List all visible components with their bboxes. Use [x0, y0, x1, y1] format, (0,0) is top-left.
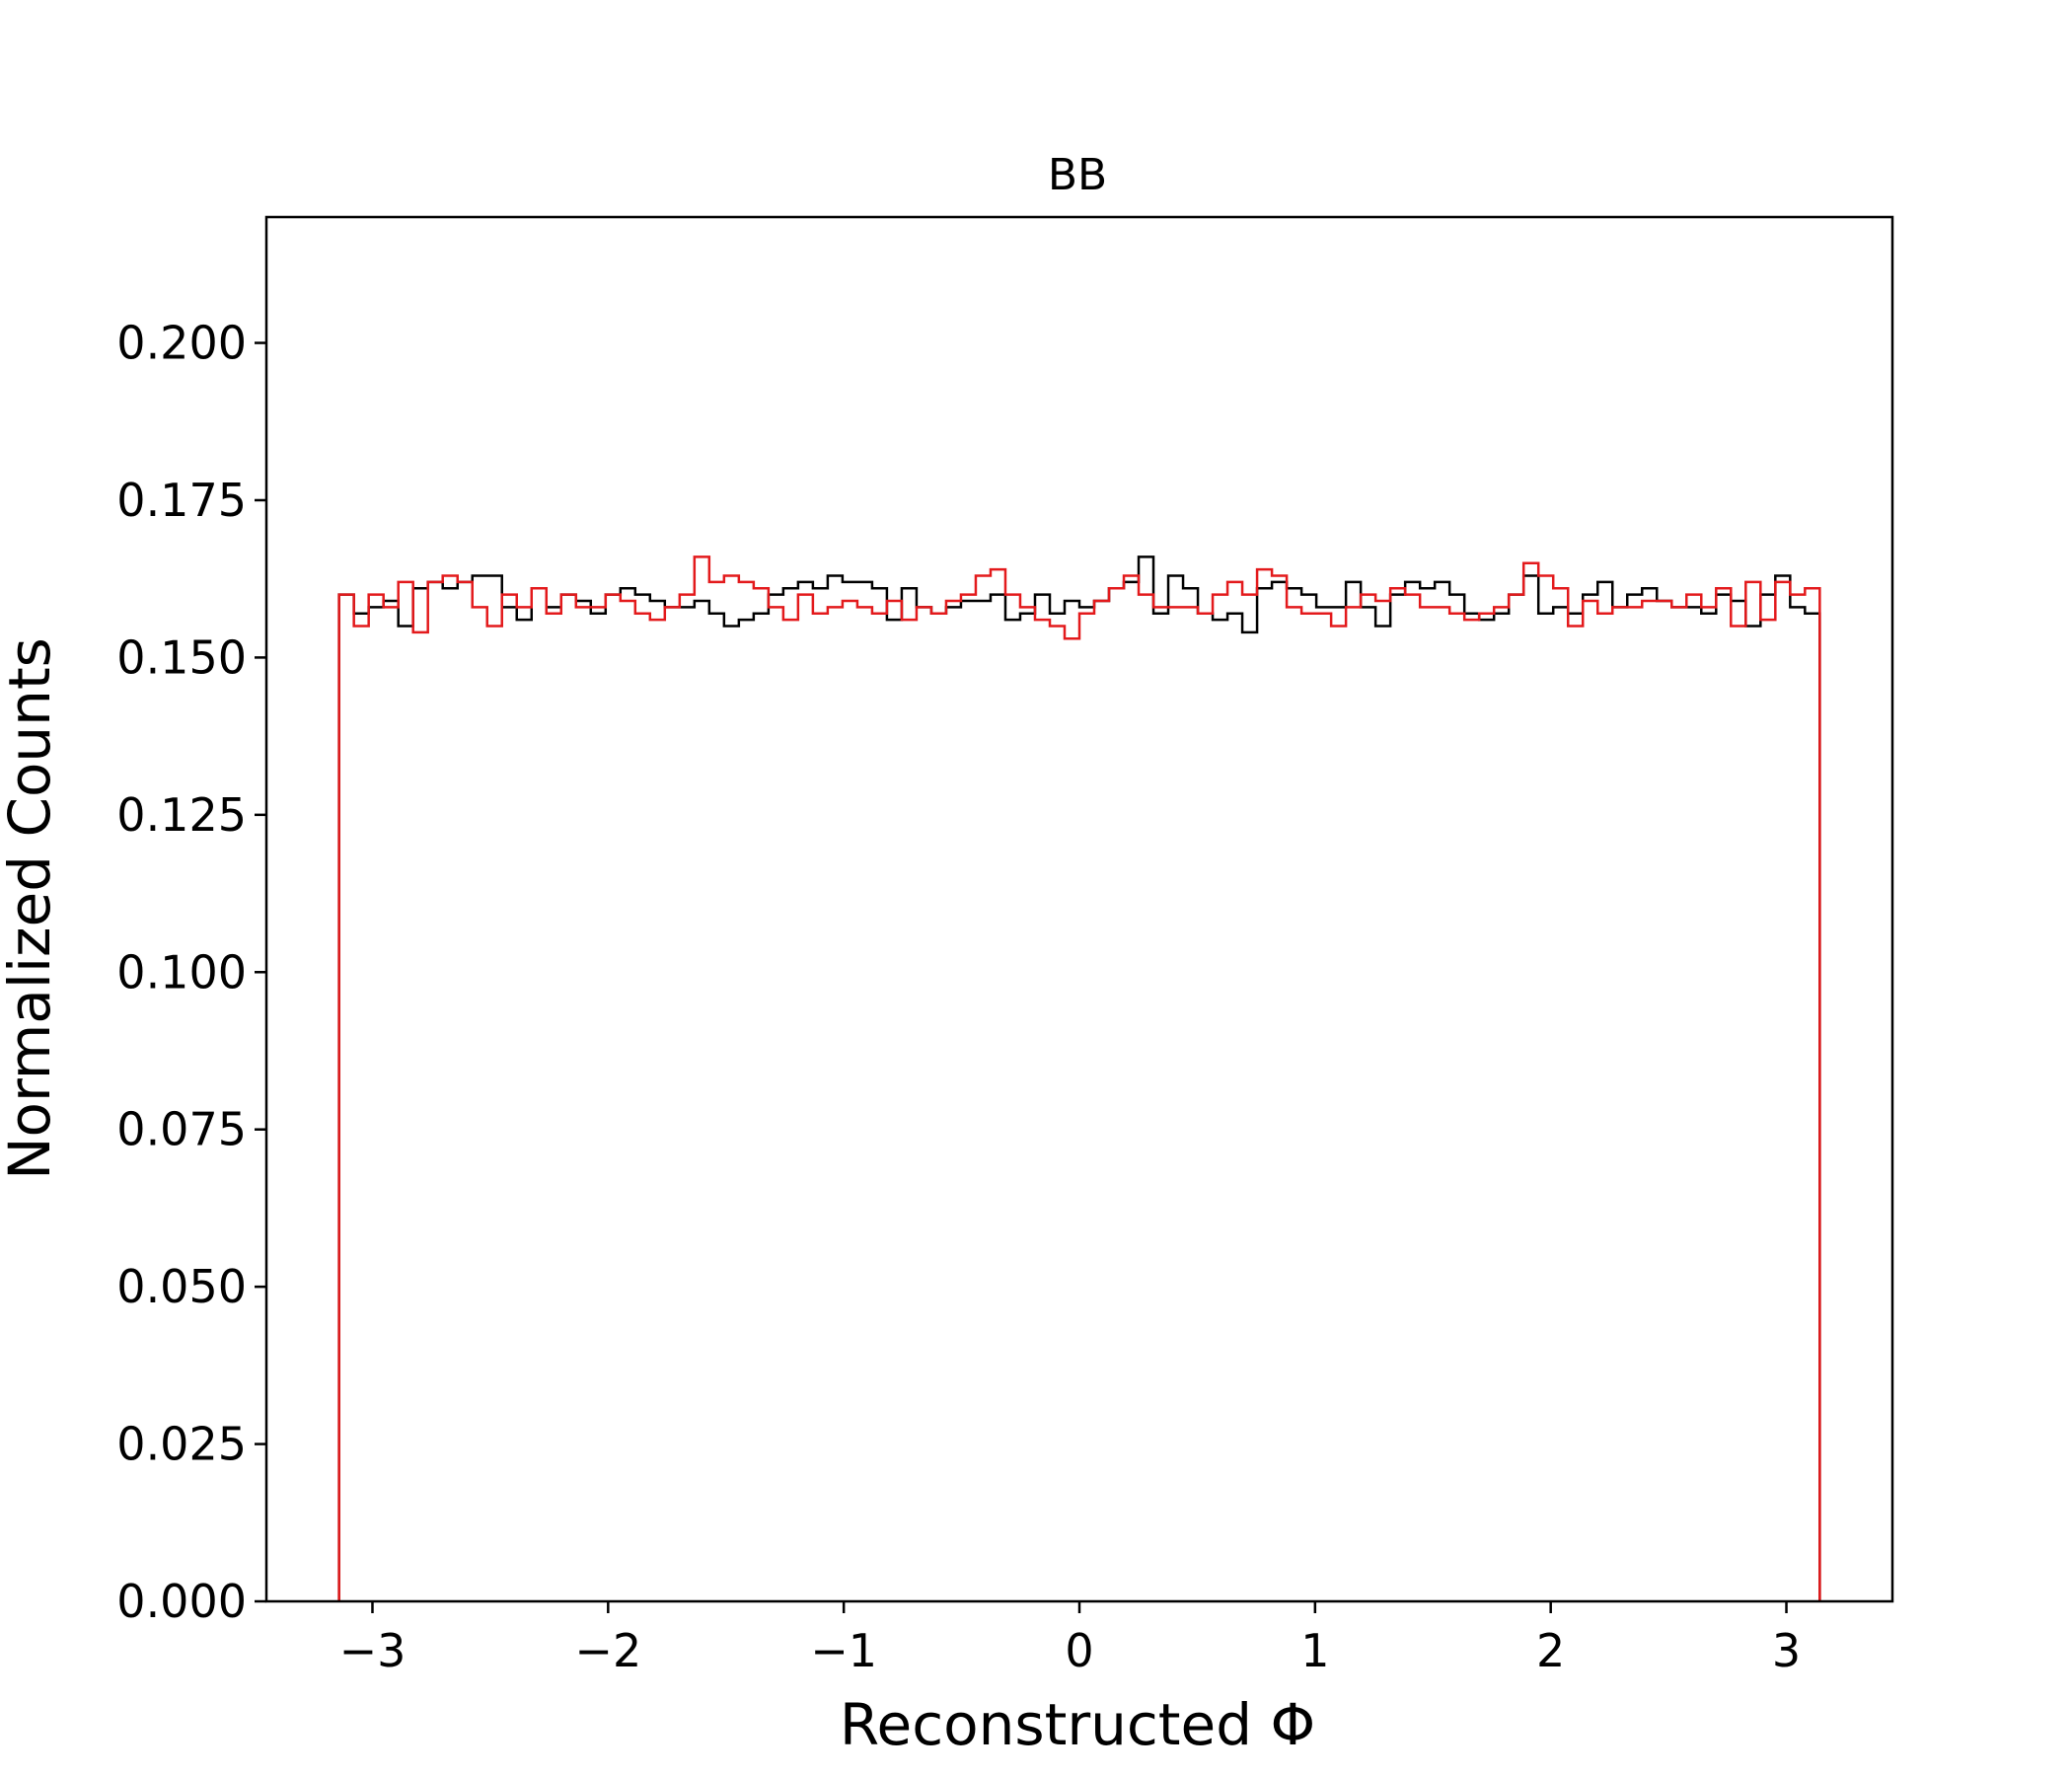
- x-tick-label: 1: [1300, 1624, 1329, 1677]
- y-tick-label: 0.000: [116, 1575, 247, 1628]
- series-black-step-line: [337, 555, 1821, 1601]
- x-axis-label: Reconstructed Φ: [840, 1691, 1315, 1758]
- x-tick-label: 2: [1536, 1624, 1565, 1677]
- series-red-step-line: [337, 555, 1821, 1601]
- x-tick-label: −3: [339, 1624, 407, 1677]
- y-tick-label: 0.050: [116, 1260, 247, 1313]
- plot-frame: [264, 215, 1894, 1603]
- x-tick-label: −2: [574, 1624, 641, 1677]
- series-layer: [337, 555, 1821, 1601]
- y-tick-label: 0.100: [116, 945, 247, 999]
- chart-title: BB: [1048, 150, 1107, 200]
- x-tick-label: 3: [1772, 1624, 1801, 1677]
- x-tick-label: −1: [810, 1624, 877, 1677]
- y-tick-label: 0.025: [116, 1418, 247, 1471]
- x-tick-label: 0: [1065, 1624, 1093, 1677]
- y-axis-ticks: 0.000 0.025 0.050 0.075 0.100 0.125 0.150 0.175…: [116, 317, 266, 1628]
- y-tick-label: 0.150: [116, 630, 247, 684]
- y-tick-label: 0.175: [116, 474, 247, 527]
- y-tick-label: 0.075: [116, 1103, 247, 1156]
- y-tick-label: 0.125: [116, 788, 247, 842]
- y-tick-label: 0.200: [116, 317, 247, 370]
- x-axis-ticks: −3 −2 −1 0 1 2 3: [339, 1601, 1801, 1677]
- y-axis-label: Normalized Counts: [0, 637, 63, 1180]
